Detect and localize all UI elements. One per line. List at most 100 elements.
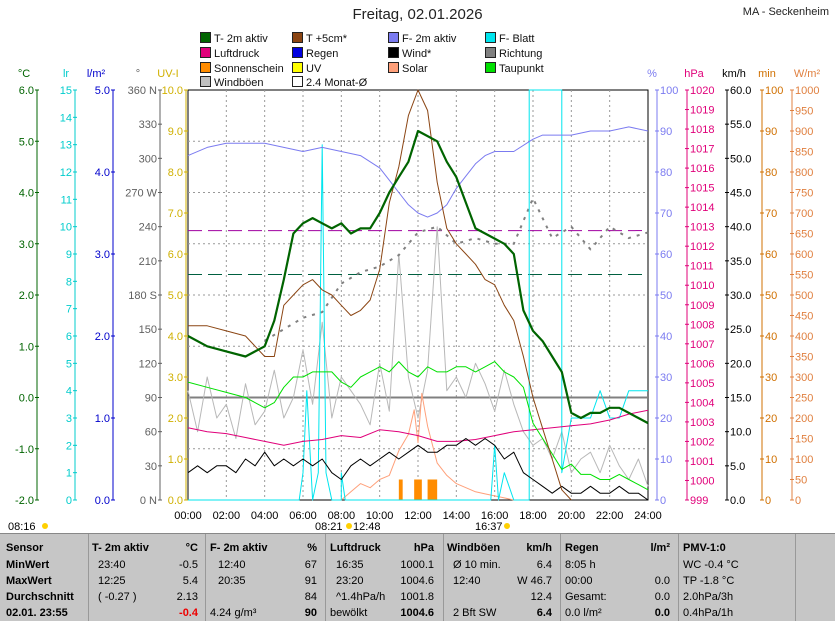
- series-line-taupunkt: [187, 361, 649, 491]
- y-tick-label-dir: 360 N: [128, 85, 157, 97]
- y-tick-label-wind: 0.0: [730, 495, 745, 507]
- column-divider: [443, 534, 444, 621]
- y-tick-label-lr: 3: [66, 413, 72, 425]
- y-tick-label-press: 1004: [690, 397, 714, 409]
- stats-panel: Sensor T- 2m aktiv °C F- 2m aktiv% Luftdruck…: [0, 533, 835, 621]
- sunset-label: 16:37: [475, 521, 503, 533]
- y-tick-label-lr: 15: [60, 85, 72, 97]
- column-unit: l/m²: [650, 542, 670, 554]
- y-tick-label-solar: 1000: [795, 85, 819, 97]
- y-tick-label-uv: 2.0: [168, 413, 183, 425]
- column-unit: hPa: [413, 542, 434, 554]
- legend-swatch: [200, 47, 211, 58]
- legend-label: Regen: [306, 48, 339, 60]
- pressure-time: bewölkt: [330, 607, 368, 619]
- column-divider: [560, 534, 561, 621]
- y-tick-label-wind: 55.0: [730, 119, 751, 131]
- y-tick-label-uv: 10.0: [162, 85, 183, 97]
- column-unit: °C: [185, 542, 198, 554]
- column-divider: [205, 534, 206, 621]
- pressure-time: ^1.4hPa/h: [336, 591, 386, 603]
- y-tick-label-hum: 0: [660, 495, 666, 507]
- y-tick-label-lr: 5: [66, 358, 72, 370]
- y-tick-label-lr: 8: [66, 276, 72, 288]
- legend-swatch: [485, 32, 496, 43]
- y-tick-label-uv: 1.0: [168, 454, 183, 466]
- y-tick-label-solar: 600: [795, 249, 813, 261]
- legend-item: Wind*: [388, 47, 431, 60]
- y-tick-label-solar: 850: [795, 147, 813, 159]
- axis-unit-hum: %: [647, 68, 657, 80]
- rain-info: Gesamt:: [565, 591, 607, 603]
- column-header: PMV-1:0: [683, 542, 726, 554]
- y-tick-label-dir: 150: [139, 324, 157, 336]
- y-tick-label-hum: 90: [660, 126, 672, 138]
- y-tick-label-press: 1017: [690, 144, 714, 156]
- y-tick-label-sun: 0: [765, 495, 771, 507]
- axis-unit-uv: UV-I: [157, 68, 178, 80]
- y-tick-label-hum: 10: [660, 454, 672, 466]
- column-unit: km/h: [526, 542, 552, 554]
- legend-swatch: [292, 47, 303, 58]
- pmv-value: WC -0.4 °C: [683, 559, 739, 571]
- humidity-time: 4.24 g/m³: [210, 607, 257, 619]
- temp-value: -0.4: [179, 607, 198, 619]
- sunshine-bar: [398, 479, 403, 500]
- temp-time: 23:40: [98, 559, 126, 571]
- y-tick-label-temp: 2.0: [19, 290, 34, 302]
- series-line-luftdruck: [187, 409, 649, 446]
- y-tick-label-solar: 50: [795, 475, 807, 487]
- weather-chart: 00:00 02:00 04:00 06:00 08:00 10:00 12:00 14:00…: [8, 68, 820, 533]
- y-tick-label-hum: 100: [660, 85, 678, 97]
- legend-item: Richtung: [485, 47, 542, 60]
- y-tick-label-temp: 0.0: [19, 393, 34, 405]
- axis-unit-wind: km/h: [722, 68, 746, 80]
- legend-label: 2.4 Monat-Ø: [306, 77, 368, 89]
- y-tick-label-temp: 5.0: [19, 136, 34, 148]
- y-tick-label-press: 1001: [690, 456, 714, 468]
- pressure-value: 1001.8: [400, 591, 434, 603]
- y-tick-label-rain: 0.0: [95, 495, 110, 507]
- y-tick-label-wind: 10.0: [730, 427, 751, 439]
- y-tick-label-hum: 80: [660, 167, 672, 179]
- legend-swatch: [388, 47, 399, 58]
- gust-info: 12:40: [453, 575, 481, 587]
- y-tick-label-dir: 300: [139, 153, 157, 165]
- y-tick-label-wind: 25.0: [730, 324, 751, 336]
- x-tick-label: 20:00: [558, 510, 586, 522]
- legend-item: T- 2m aktiv: [200, 32, 268, 45]
- legend-swatch: [292, 62, 303, 73]
- y-tick-label-hum: 50: [660, 290, 672, 302]
- gust-info: 2 Bft SW: [453, 607, 497, 619]
- y-tick-label-press: 1005: [690, 378, 714, 390]
- y-tick-label-press: 1016: [690, 163, 714, 175]
- row-label: 02.01. 23:55: [6, 607, 68, 619]
- legend-label: Wind*: [402, 48, 432, 60]
- temp-value: 2.13: [176, 591, 198, 603]
- y-tick-label-press: 1010: [690, 280, 714, 292]
- x-tick-label: 04:00: [251, 510, 279, 522]
- y-tick-label-sun: 100: [765, 85, 783, 97]
- legend-label: T- 2m aktiv: [214, 33, 268, 45]
- y-tick-label-solar: 400: [795, 331, 813, 343]
- humidity-value: 67: [304, 559, 317, 571]
- y-tick-label-temp: 3.0: [19, 239, 34, 251]
- y-tick-label-solar: 750: [795, 188, 813, 200]
- y-tick-label-solar: 0: [795, 495, 801, 507]
- legend-swatch: [292, 32, 303, 43]
- y-tick-label-uv: 6.0: [168, 249, 183, 261]
- y-tick-label-lr: 0: [66, 495, 72, 507]
- gust-info: Ø 10 min.: [453, 559, 501, 571]
- gust-value: W 46.7: [517, 575, 552, 587]
- y-tick-label-rain: 1.0: [95, 413, 110, 425]
- legend-label: Richtung: [499, 48, 543, 60]
- chart-title: Freitag, 02.01.2026: [352, 6, 483, 23]
- axis-unit-press: hPa: [684, 68, 704, 80]
- temp-value: -0.5: [179, 559, 198, 571]
- series-line-windb-en: [187, 226, 649, 487]
- x-tick-label: 08:00: [328, 510, 356, 522]
- y-tick-label-temp: -2.0: [15, 495, 34, 507]
- y-tick-label-lr: 12: [60, 167, 72, 179]
- y-tick-label-solar: 200: [795, 413, 813, 425]
- y-tick-label-wind: 20.0: [730, 358, 751, 370]
